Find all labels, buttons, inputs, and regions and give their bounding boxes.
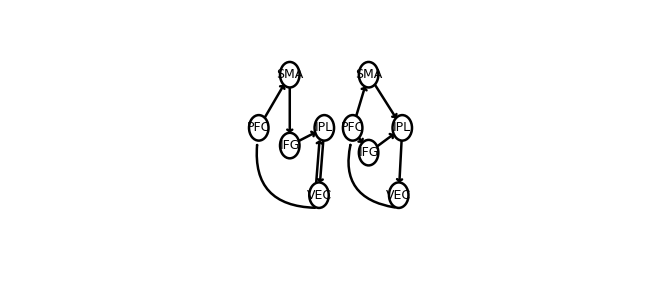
FancyArrowPatch shape	[348, 145, 395, 207]
Ellipse shape	[309, 183, 328, 208]
Text: IPL: IPL	[393, 121, 411, 134]
Text: SMA: SMA	[355, 68, 382, 81]
Text: IPL: IPL	[315, 121, 333, 134]
Ellipse shape	[359, 62, 378, 87]
Text: IFG: IFG	[358, 146, 379, 159]
Text: SMA: SMA	[276, 68, 304, 81]
Ellipse shape	[249, 115, 269, 141]
Text: VEC: VEC	[386, 189, 411, 202]
Text: PFC: PFC	[247, 121, 271, 134]
Text: VEC: VEC	[306, 189, 332, 202]
Text: PFC: PFC	[341, 121, 365, 134]
Ellipse shape	[389, 183, 409, 208]
Ellipse shape	[315, 115, 334, 141]
Ellipse shape	[280, 62, 300, 87]
Ellipse shape	[280, 133, 300, 158]
Ellipse shape	[343, 115, 363, 141]
Text: IFG: IFG	[279, 139, 300, 152]
Ellipse shape	[392, 115, 412, 141]
FancyArrowPatch shape	[257, 145, 315, 208]
Ellipse shape	[359, 140, 378, 166]
